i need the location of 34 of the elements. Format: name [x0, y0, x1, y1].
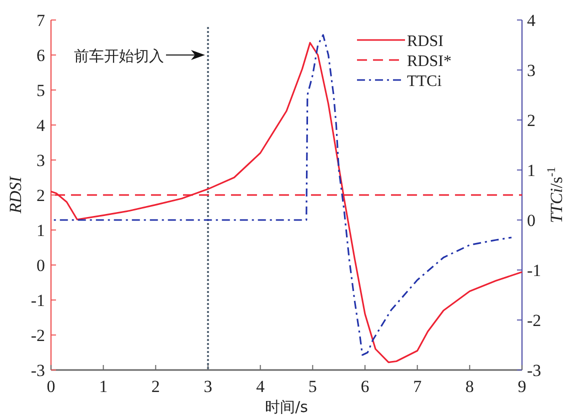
- x-tick-label: 8: [465, 377, 474, 396]
- y2-tick-label: -1: [527, 261, 542, 280]
- x-tick-label: 2: [151, 377, 160, 396]
- legend-label: RDSI: [407, 33, 444, 50]
- y2-tick-label: 4: [527, 11, 536, 30]
- y-tick-label: -3: [30, 361, 45, 380]
- x-tick-label: 5: [308, 377, 317, 396]
- y-axis-title: RDSI: [6, 175, 25, 214]
- x-axis-title: 时间/s: [265, 398, 308, 416]
- y2-tick-label: -2: [527, 311, 542, 330]
- y2-tick-label: 0: [527, 211, 536, 230]
- y2-tick-label: 3: [527, 61, 536, 80]
- x-tick-label: 9: [518, 377, 526, 396]
- y-tick-label: 5: [36, 81, 45, 100]
- y-tick-label: 4: [36, 116, 46, 135]
- ref-line-label: 前车开始切入: [74, 47, 164, 65]
- x-tick-label: 3: [204, 377, 212, 396]
- x-tick-label: 4: [256, 377, 266, 396]
- y-tick-label: 7: [36, 11, 46, 30]
- y-tick-label: 6: [36, 46, 45, 65]
- y-tick-label: 3: [36, 151, 45, 170]
- y-tick-label: 0: [36, 256, 45, 275]
- y-tick-label: 1: [36, 221, 45, 240]
- x-tick-label: 6: [360, 377, 370, 396]
- y2-tick-label: 1: [527, 161, 536, 180]
- y-tick-label: -1: [30, 291, 45, 310]
- y-tick-label: 2: [36, 186, 45, 205]
- y-tick-label: -2: [30, 326, 45, 345]
- legend-label: TTCi: [407, 73, 442, 90]
- y2-tick-label: -3: [527, 361, 542, 380]
- y2-tick-label: 2: [527, 111, 536, 130]
- legend-label: RDSI*: [407, 53, 452, 70]
- x-tick-label: 7: [413, 377, 422, 396]
- x-tick-label: 1: [99, 377, 108, 396]
